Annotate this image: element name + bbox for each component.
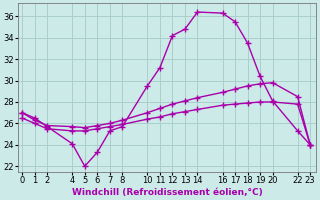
X-axis label: Windchill (Refroidissement éolien,°C): Windchill (Refroidissement éolien,°C) <box>72 188 263 197</box>
